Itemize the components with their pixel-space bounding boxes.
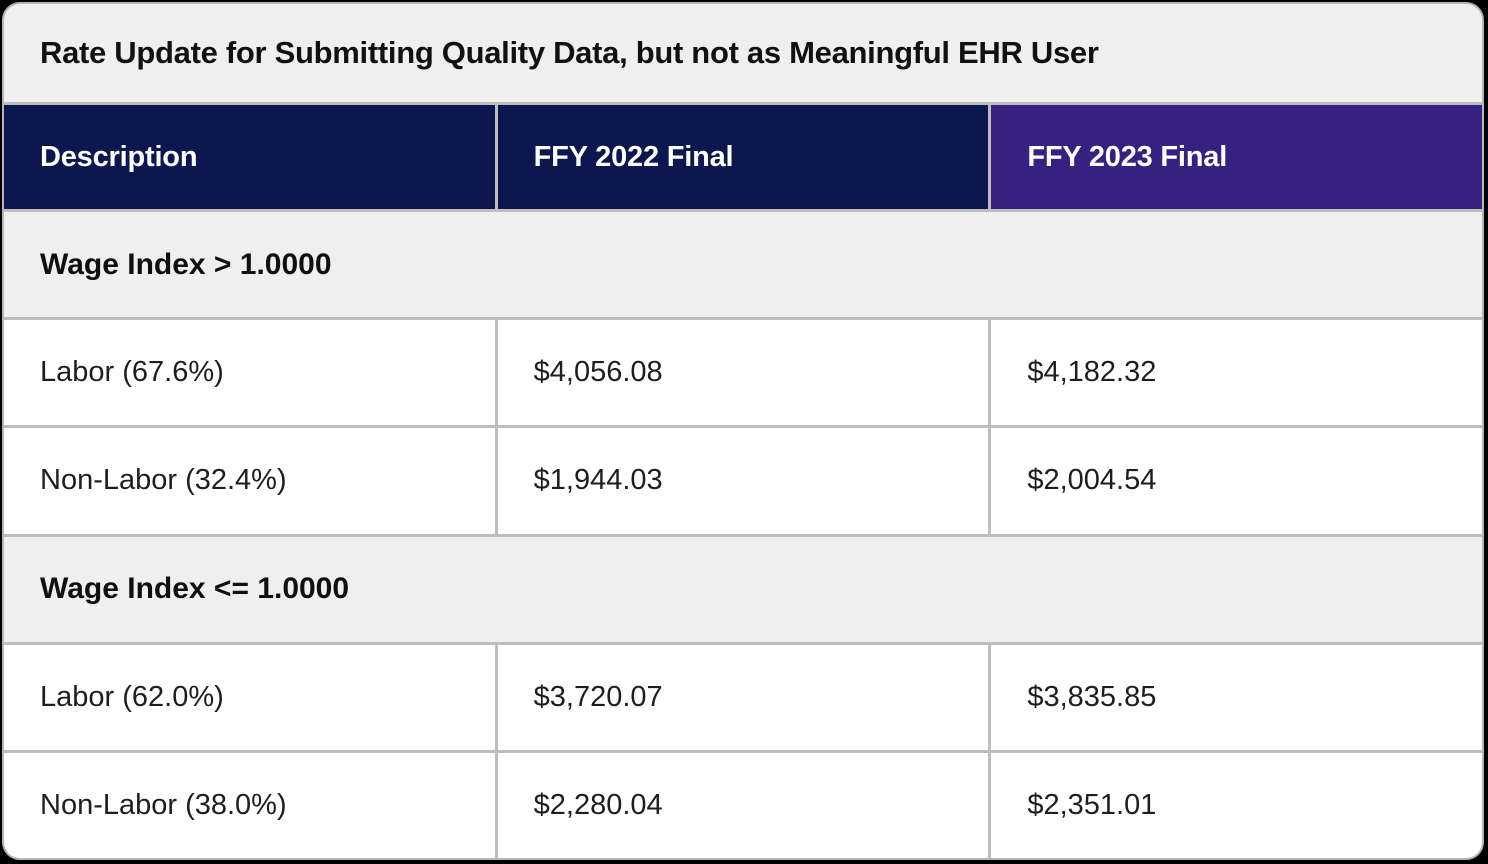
table-title-row: Rate Update for Submitting Quality Data,… — [4, 4, 1482, 102]
section-header-row: Wage Index <= 1.0000 — [4, 536, 1482, 642]
value-ffy2023-non-labor: $2,004.54 — [991, 428, 1482, 534]
section-header-wage-index-lte-1: Wage Index <= 1.0000 — [4, 536, 1482, 642]
table-row: Non-Labor (38.0%) $2,280.04 $2,351.01 — [4, 752, 1482, 858]
section-header-row: Wage Index > 1.0000 — [4, 212, 1482, 318]
table-header-row: Description FFY 2022 Final FFY 2023 Fina… — [4, 105, 1482, 209]
row-label-non-labor: Non-Labor (38.0%) — [4, 752, 495, 858]
value-ffy2022-labor: $3,720.07 — [497, 644, 989, 750]
value-ffy2022-non-labor: $2,280.04 — [497, 752, 989, 858]
row-label-labor: Labor (67.6%) — [4, 320, 495, 426]
column-header-ffy-2022-final: FFY 2022 Final — [497, 105, 989, 209]
row-label-labor: Labor (62.0%) — [4, 644, 495, 750]
column-header-description: Description — [4, 105, 495, 209]
value-ffy2023-non-labor: $2,351.01 — [991, 752, 1482, 858]
table-row: Non-Labor (32.4%) $1,944.03 $2,004.54 — [4, 428, 1482, 534]
value-ffy2022-labor: $4,056.08 — [497, 320, 989, 426]
table-row: Labor (62.0%) $3,720.07 $3,835.85 — [4, 644, 1482, 750]
table-title: Rate Update for Submitting Quality Data,… — [4, 4, 1482, 102]
value-ffy2023-labor: $4,182.32 — [991, 320, 1482, 426]
column-header-ffy-2023-final: FFY 2023 Final — [991, 105, 1482, 209]
table-row: Labor (67.6%) $4,056.08 $4,182.32 — [4, 320, 1482, 426]
value-ffy2023-labor: $3,835.85 — [991, 644, 1482, 750]
row-label-non-labor: Non-Labor (32.4%) — [4, 428, 495, 534]
value-ffy2022-non-labor: $1,944.03 — [497, 428, 989, 534]
section-header-wage-index-gt-1: Wage Index > 1.0000 — [4, 212, 1482, 318]
